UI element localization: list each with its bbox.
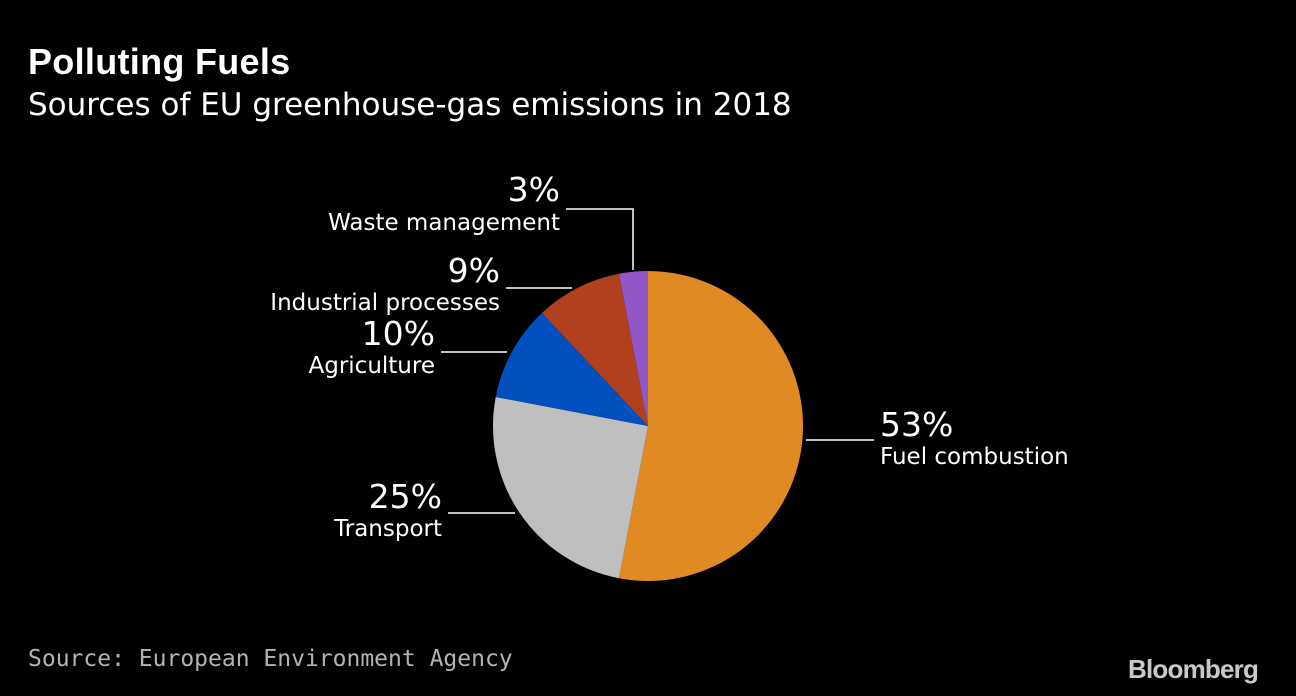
bloomberg-logo: Bloomberg [1128, 654, 1259, 684]
chart-title: Polluting Fuels [28, 41, 291, 82]
slice-labels: 53%Fuel combustion 25%Transport 10%Agricul… [270, 170, 1068, 542]
slice-category-label: Industrial processes [270, 290, 500, 316]
pie-slice-waste-management [618, 271, 648, 426]
slice-category-label: Fuel combustion [880, 444, 1069, 470]
slice-category-label: Transport [333, 516, 442, 542]
slice-value-label: 53% [880, 405, 953, 444]
leader-line-waste-management [566, 208, 634, 270]
pie-slice-industrial-processes [541, 273, 648, 426]
pie-slices [493, 271, 804, 581]
pie-slice-fuel-combustion [618, 271, 804, 581]
pie-slice-agriculture [495, 313, 648, 426]
source-note: Source: European Environment Agency [28, 646, 513, 672]
leader-lines [441, 208, 874, 514]
slice-value-label: 25% [369, 477, 442, 516]
slice-value-label: 9% [448, 251, 500, 290]
slice-category-label: Agriculture [309, 353, 436, 379]
pie-slice-transport [493, 396, 648, 579]
chart-subtitle: Sources of EU greenhouse-gas emissions i… [28, 87, 792, 123]
slice-category-label: Waste management [328, 210, 560, 236]
slice-value-label: 3% [508, 170, 560, 209]
slice-value-label: 10% [362, 314, 435, 353]
